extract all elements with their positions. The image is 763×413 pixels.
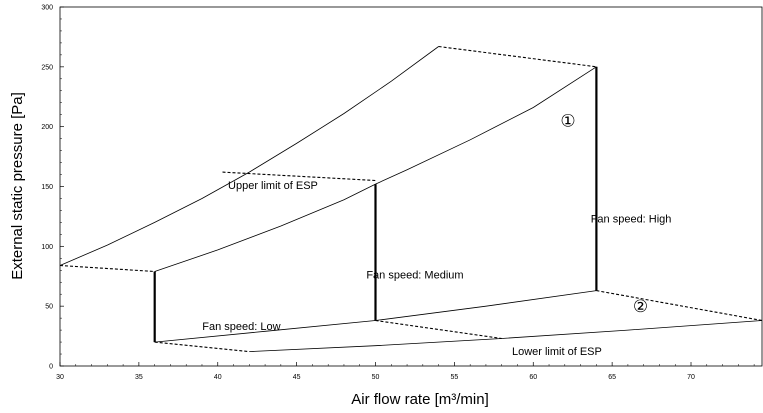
series-lines bbox=[59, 45, 763, 353]
x-tick-label: 60 bbox=[529, 374, 537, 381]
annotation-label: Upper limit of ESP bbox=[228, 180, 318, 192]
y-tick-label: 300 bbox=[41, 5, 53, 12]
x-tick-label: 50 bbox=[372, 374, 380, 381]
x-tick-label: 70 bbox=[687, 374, 695, 381]
annotation-label: Lower limit of ESP bbox=[512, 346, 602, 358]
y-tick-label: 200 bbox=[41, 124, 53, 131]
series-line-dashed bbox=[438, 45, 597, 68]
annotation-label: Fan speed: Low bbox=[202, 321, 280, 333]
circled-number-marker: ② bbox=[633, 297, 648, 317]
x-tick-label: 55 bbox=[450, 374, 458, 381]
x-tick-label: 45 bbox=[293, 374, 301, 381]
series-line-dashed bbox=[375, 319, 502, 340]
series-line-dashed bbox=[596, 290, 763, 322]
y-tick-label: 150 bbox=[41, 184, 53, 191]
series-line-dashed bbox=[222, 171, 376, 182]
annotation-label: Fan speed: High bbox=[591, 213, 672, 225]
series-line-dashed bbox=[59, 264, 155, 273]
y-axis: 0 50 100 150 200 250 300 bbox=[41, 5, 64, 371]
x-axis: 30 35 40 45 50 55 60 65 70 bbox=[56, 362, 755, 381]
series-line-solid-thin bbox=[59, 46, 439, 266]
y-tick-label: 0 bbox=[49, 364, 53, 371]
x-tick-label: 35 bbox=[135, 374, 143, 381]
y-tick-label: 50 bbox=[45, 304, 53, 311]
y-axis-title: External static pressure [Pa] bbox=[9, 92, 26, 280]
y-tick-label: 100 bbox=[41, 244, 53, 251]
series-line-dashed bbox=[154, 341, 250, 353]
circled-number-marker: ① bbox=[560, 112, 575, 132]
annotations: Upper limit of ESP Fan speed: High Fan spe… bbox=[202, 112, 671, 359]
plot-area-frame bbox=[59, 6, 763, 367]
x-tick-label: 65 bbox=[608, 374, 616, 381]
y-tick-label: 250 bbox=[41, 64, 53, 71]
x-axis-title: Air flow rate [m³/min] bbox=[351, 391, 489, 408]
annotation-label: Fan speed: Medium bbox=[366, 270, 463, 282]
x-tick-label: 40 bbox=[214, 374, 222, 381]
x-tick-label: 30 bbox=[56, 374, 64, 381]
